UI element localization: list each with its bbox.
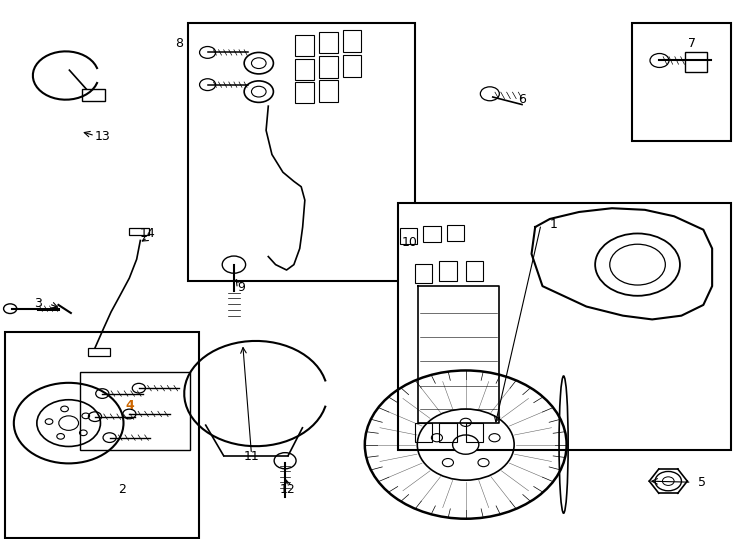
- Bar: [424, 226, 441, 242]
- Bar: [128, 228, 149, 235]
- Bar: [81, 90, 105, 102]
- Bar: [398, 203, 731, 450]
- Bar: [295, 59, 313, 80]
- Bar: [685, 52, 707, 72]
- Bar: [343, 55, 361, 77]
- Bar: [632, 23, 731, 141]
- Text: 5: 5: [697, 476, 705, 489]
- Bar: [440, 261, 457, 281]
- Bar: [80, 372, 190, 450]
- Text: 1: 1: [550, 218, 557, 231]
- Text: 6: 6: [518, 93, 526, 106]
- Text: 7: 7: [688, 37, 696, 50]
- Text: 13: 13: [95, 130, 110, 143]
- Text: 11: 11: [244, 450, 259, 463]
- Bar: [295, 35, 313, 56]
- Bar: [465, 261, 483, 281]
- Bar: [465, 423, 483, 442]
- Bar: [400, 227, 418, 244]
- Text: 4: 4: [125, 399, 134, 412]
- Bar: [188, 23, 415, 281]
- Text: 12: 12: [280, 483, 296, 496]
- Bar: [440, 423, 457, 442]
- Text: 14: 14: [139, 227, 156, 240]
- Bar: [5, 332, 199, 537]
- Bar: [447, 225, 464, 241]
- Text: 2: 2: [118, 483, 126, 496]
- Bar: [415, 423, 432, 442]
- Bar: [343, 30, 361, 52]
- Text: 9: 9: [237, 281, 245, 294]
- Text: 3: 3: [34, 298, 42, 310]
- Bar: [87, 348, 109, 356]
- Bar: [295, 82, 313, 104]
- Circle shape: [453, 435, 479, 454]
- Bar: [319, 80, 338, 102]
- Bar: [319, 56, 338, 78]
- Text: 8: 8: [175, 37, 183, 50]
- Bar: [415, 264, 432, 284]
- Bar: [319, 32, 338, 53]
- Text: 10: 10: [401, 235, 418, 248]
